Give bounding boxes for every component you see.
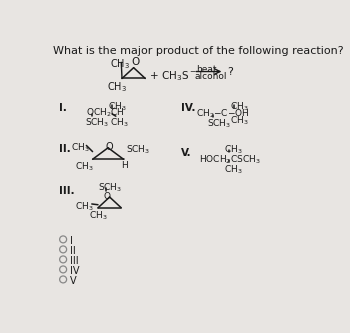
Text: $\mathsf{CH_2{-}C{-}OH}$: $\mathsf{CH_2{-}C{-}OH}$: [196, 108, 250, 120]
Text: V: V: [70, 276, 77, 286]
Text: II: II: [70, 245, 76, 255]
Text: $\mathsf{CH_3}$: $\mathsf{CH_3}$: [107, 80, 127, 94]
Text: $\mathsf{SCH_3}$: $\mathsf{SCH_3}$: [85, 116, 109, 129]
Text: heat: heat: [196, 65, 216, 74]
Text: $\mathsf{SCH_3}$: $\mathsf{SCH_3}$: [126, 144, 150, 157]
Text: $\mathsf{CH_3}$: $\mathsf{CH_3}$: [89, 209, 107, 222]
Text: $\mathsf{CH_3}$: $\mathsf{CH_3}$: [224, 144, 243, 157]
Text: III.: III.: [59, 186, 75, 196]
Text: What is the major product of the following reaction?: What is the major product of the followi…: [53, 46, 344, 56]
Text: $\mathsf{OCH_2CH}$: $\mathsf{OCH_2CH}$: [86, 107, 125, 120]
Text: $\mathsf{CH_3}$: $\mathsf{CH_3}$: [224, 163, 243, 176]
Text: $\mathsf{CH_3}$: $\mathsf{CH_3}$: [110, 116, 129, 129]
Text: $\mathsf{SCH_3}$: $\mathsf{SCH_3}$: [98, 181, 122, 194]
Text: O: O: [131, 57, 140, 67]
Text: O: O: [104, 192, 111, 201]
Text: $\mathsf{CH_3}$: $\mathsf{CH_3}$: [75, 200, 93, 212]
Text: III: III: [70, 255, 79, 265]
Text: ?: ?: [228, 67, 233, 77]
Text: $\mathsf{CH_3}$: $\mathsf{CH_3}$: [230, 115, 248, 127]
Text: I: I: [70, 235, 73, 245]
Text: II.: II.: [59, 144, 71, 154]
Text: $\mathsf{CH_3}$: $\mathsf{CH_3}$: [75, 160, 93, 172]
Text: $\mathsf{SCH_3}$: $\mathsf{SCH_3}$: [207, 118, 232, 130]
Text: $\mathsf{HOCH_2CSCH_3}$: $\mathsf{HOCH_2CSCH_3}$: [199, 153, 261, 166]
Text: V.: V.: [181, 148, 191, 158]
Text: I.: I.: [59, 103, 67, 113]
Text: IV.: IV.: [181, 103, 195, 113]
Text: $\mathsf{CH_3}$: $\mathsf{CH_3}$: [230, 100, 248, 113]
Text: $\mathsf{CH_3}$: $\mathsf{CH_3}$: [71, 142, 90, 154]
Text: $\mathsf{+\ CH_3S^-}$: $\mathsf{+\ CH_3S^-}$: [149, 69, 197, 83]
Text: alcohol: alcohol: [194, 72, 226, 81]
Text: $\mathsf{CH_3}$: $\mathsf{CH_3}$: [108, 100, 127, 113]
Text: H: H: [121, 161, 128, 170]
Text: $\mathsf{CH_3}$: $\mathsf{CH_3}$: [110, 57, 130, 71]
Text: IV: IV: [70, 266, 79, 276]
Text: O: O: [106, 142, 113, 152]
